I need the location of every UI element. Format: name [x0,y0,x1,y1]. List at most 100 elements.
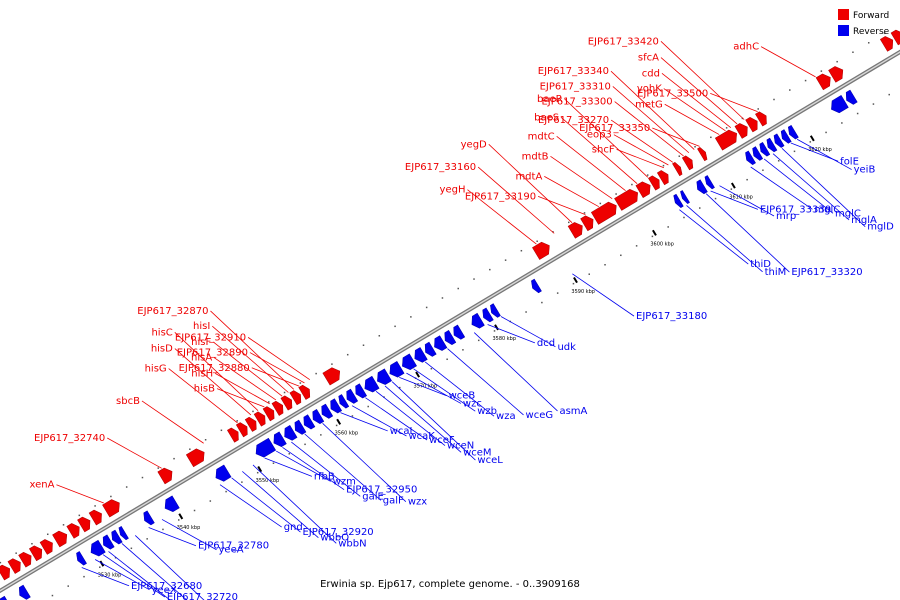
reverse-leader [447,348,524,416]
reverse-leader [572,273,635,317]
forward-gene [590,201,617,225]
scale-dot [883,32,886,35]
reverse-leader [375,390,446,446]
scale-dot [114,557,117,559]
forward-gene-label: mdtB [522,151,549,162]
reverse-leader [252,464,337,544]
backbone-line [0,49,900,594]
scale-dot [425,306,428,309]
scale-dot [746,178,748,181]
reverse-gene-label: EJP617_33330 [760,204,831,215]
reverse-gene-label: EJP617_32720 [167,592,238,600]
scale-dot [283,391,286,394]
forward-gene [39,539,53,555]
scale-dot [304,443,306,446]
reverse-gene [312,409,325,425]
scale-dot [130,547,133,550]
forward-gene [635,181,651,198]
major-tick [494,324,499,331]
forward-leader [488,144,573,223]
reverse-leader [772,153,850,221]
forward-gene [185,448,205,468]
reverse-leader [121,543,188,600]
forward-gene [244,416,257,432]
forward-gene-label: hisB [194,384,215,395]
reverse-gene-label: wzb [477,406,497,417]
reverse-gene [471,312,485,329]
forward-leader [216,388,265,408]
reverse-gene [273,431,287,448]
scale-dot [252,410,254,413]
reverse-gene [845,89,858,105]
forward-gene-label: shcF [592,144,615,155]
forward-gene-label: EJP617_32880 [179,363,250,374]
reverse-gene-label: wzm [333,476,356,487]
forward-gene [755,111,767,127]
reverse-leader [282,447,345,490]
reverse-leader [365,397,428,441]
reverse-leader [710,190,759,210]
scale-dot [0,561,2,564]
reverse-gene-label: galE [362,491,384,502]
scale-dot [46,533,49,536]
reverse-gene [434,335,448,351]
scale-dot [457,287,459,290]
scale-dot [51,594,54,597]
reverse-gene [745,150,756,165]
forward-leader [663,88,726,132]
reverse-gene [321,403,334,419]
reverse-gene-label: udk [557,342,576,353]
reverse-gene-label: wceN [447,441,474,452]
scale-dot [473,278,475,280]
genes-layer [0,29,900,600]
reverse-leader [796,138,852,170]
reverse-gene [330,398,343,414]
scale-dot [430,367,433,370]
reverse-gene-label: wcaK [409,431,436,442]
reverse-gene-label: wza [496,411,516,422]
reverse-gene [759,142,771,157]
forward-leader [249,352,305,384]
reverse-gene-label: mglD [867,222,894,233]
forward-gene [66,523,80,539]
forward-gene-label: hisA [191,353,212,364]
reverse-leader [134,535,205,600]
reverse-leader [686,205,763,273]
forward-gene [298,384,311,400]
scale-dot [399,386,401,389]
forward-gene [567,222,583,239]
forward-gene-label: yegD [461,139,487,150]
scale-dot [477,339,480,342]
forward-gene-label: mdtC [528,131,555,142]
scale-dot [268,401,270,403]
reverse-gene [76,551,87,566]
reverse-gene-label: EJP617_32920 [302,527,373,538]
scale-dot [662,164,665,167]
scale-dot [256,471,259,474]
major-tick [415,371,421,378]
forward-leader [613,134,669,166]
reverse-leader [242,471,319,539]
major-tick [257,466,263,473]
reverse-gene [364,375,380,393]
reverse-leader [413,368,476,412]
forward-gene [280,395,293,411]
reverse-gene [19,584,31,600]
forward-leader [664,103,720,135]
reverse-leader [763,158,834,214]
tick-label: 3620 kbp [808,147,832,153]
scale-dot [331,363,333,365]
reverse-gene [346,388,359,404]
scale-dot [78,514,81,517]
scale-dot [694,146,696,148]
reverse-leader [424,361,495,417]
forward-gene [815,73,831,91]
reverse-leader [219,484,282,528]
scale-dot [272,462,275,464]
forward-gene [18,551,32,568]
forward-leader [560,117,638,185]
scale-dot [789,89,791,91]
forward-gene-label: cdd [642,68,660,79]
